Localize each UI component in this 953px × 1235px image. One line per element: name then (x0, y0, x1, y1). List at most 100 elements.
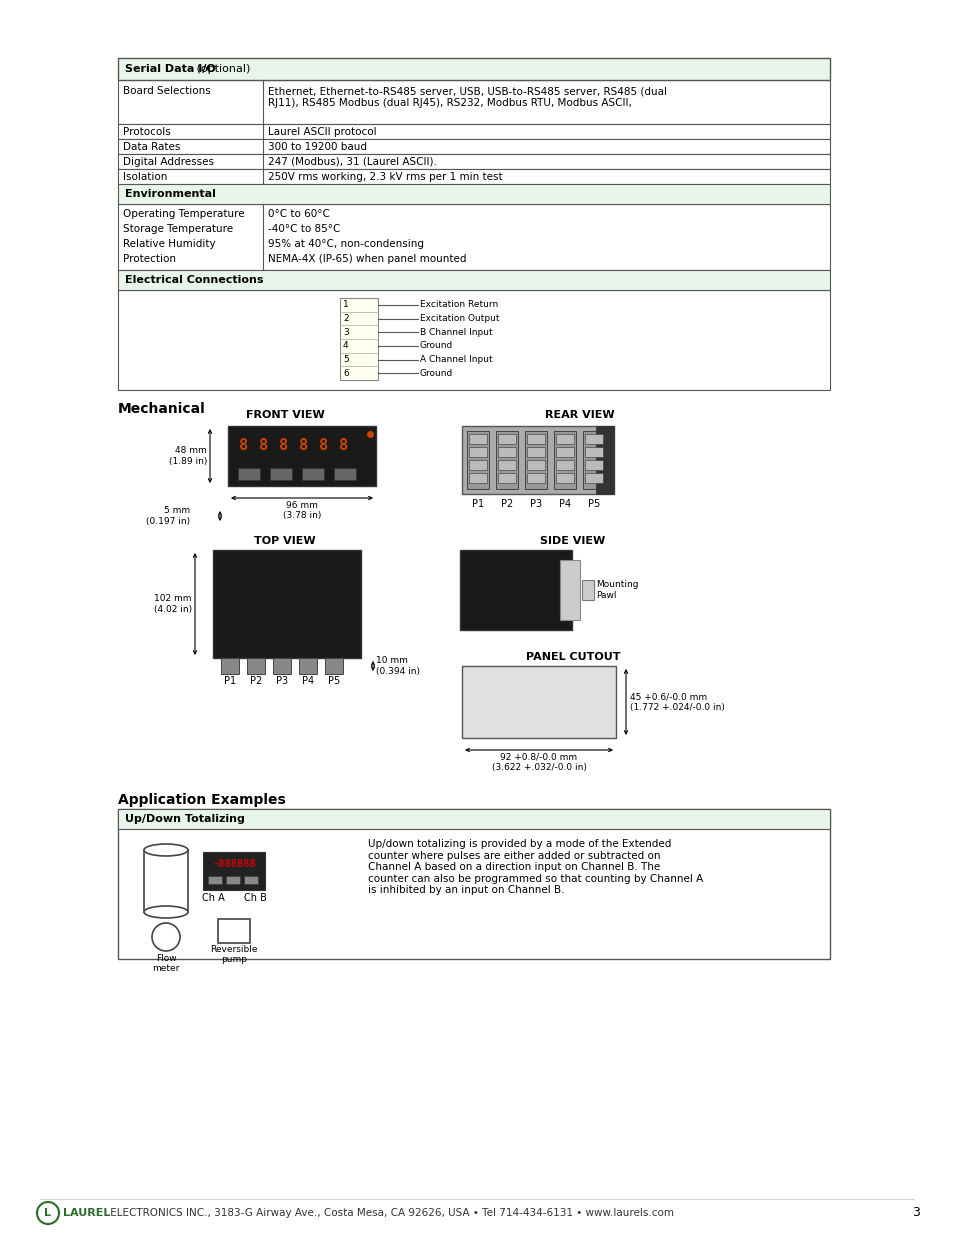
Text: ELECTRONICS INC., 3183-G Airway Ave., Costa Mesa, CA 92626, USA • Tel 714-434-61: ELECTRONICS INC., 3183-G Airway Ave., Co… (107, 1208, 673, 1218)
Text: 5 mm
(0.197 in): 5 mm (0.197 in) (146, 506, 190, 526)
Text: Storage Temperature: Storage Temperature (123, 224, 233, 233)
Text: P4: P4 (558, 499, 571, 509)
Bar (584, 473, 602, 483)
Bar (118, 204, 829, 270)
Bar (469, 473, 486, 483)
Bar (469, 447, 486, 457)
Bar (584, 433, 602, 445)
Bar (339, 298, 377, 380)
Bar (582, 431, 604, 489)
Bar (467, 431, 489, 489)
Text: 0°C to 60°C: 0°C to 60°C (268, 209, 330, 219)
Text: 8: 8 (259, 438, 269, 453)
Bar (118, 184, 829, 204)
Text: P2: P2 (500, 499, 513, 509)
Text: P2: P2 (250, 676, 262, 685)
Bar (554, 431, 576, 489)
Text: Digital Addresses: Digital Addresses (123, 157, 213, 167)
Text: 1: 1 (343, 300, 349, 309)
Text: RJ11), RS485 Modbus (dual RJ45), RS232, Modbus RTU, Modbus ASCII,: RJ11), RS485 Modbus (dual RJ45), RS232, … (268, 98, 631, 107)
Bar (273, 658, 291, 674)
Text: Isolation: Isolation (123, 172, 167, 182)
Text: B Channel Input: B Channel Input (419, 327, 492, 337)
Bar (469, 433, 486, 445)
Text: 3: 3 (911, 1207, 919, 1219)
Bar (237, 468, 260, 480)
Text: SIDE VIEW: SIDE VIEW (539, 536, 605, 546)
Bar (118, 169, 829, 184)
Text: P3: P3 (529, 499, 541, 509)
Text: L: L (45, 1208, 51, 1218)
Text: Relative Humidity: Relative Humidity (123, 240, 215, 249)
Bar (497, 447, 516, 457)
Bar (497, 459, 516, 471)
Text: Excitation Output: Excitation Output (419, 314, 499, 324)
Bar (556, 459, 574, 471)
Bar (244, 876, 257, 884)
Bar (526, 473, 544, 483)
Text: -40°C to 85°C: -40°C to 85°C (268, 224, 340, 233)
Text: FRONT VIEW: FRONT VIEW (245, 410, 324, 420)
Text: Excitation Return: Excitation Return (419, 300, 497, 309)
Text: NEMA-4X (IP-65) when panel mounted: NEMA-4X (IP-65) when panel mounted (268, 254, 466, 264)
Text: Data Rates: Data Rates (123, 142, 180, 152)
Text: Ethernet, Ethernet-to-RS485 server, USB, USB-to-RS485 server, RS485 (dual: Ethernet, Ethernet-to-RS485 server, USB,… (268, 86, 666, 96)
Bar (461, 666, 616, 739)
Text: REAR VIEW: REAR VIEW (544, 410, 614, 420)
Text: 250V rms working, 2.3 kV rms per 1 min test: 250V rms working, 2.3 kV rms per 1 min t… (268, 172, 502, 182)
Text: Protection: Protection (123, 254, 175, 264)
Text: Ground: Ground (419, 341, 453, 351)
Bar (118, 809, 829, 960)
Bar (526, 459, 544, 471)
Bar (496, 431, 517, 489)
Text: 8: 8 (319, 438, 328, 453)
Text: 4: 4 (343, 341, 348, 351)
Circle shape (152, 923, 180, 951)
Text: P5: P5 (328, 676, 340, 685)
Text: Electrical Connections: Electrical Connections (125, 275, 263, 285)
Bar (497, 473, 516, 483)
Text: 8: 8 (339, 438, 348, 453)
Bar (596, 426, 614, 494)
Text: 96 mm
(3.78 in): 96 mm (3.78 in) (282, 501, 321, 520)
Bar (218, 919, 250, 944)
Text: -888888: -888888 (212, 860, 255, 869)
Bar (584, 447, 602, 457)
Text: 3: 3 (343, 327, 349, 337)
Bar (118, 809, 829, 829)
Text: (optional): (optional) (193, 64, 250, 74)
Text: 300 to 19200 baud: 300 to 19200 baud (268, 142, 367, 152)
Text: LAUREL: LAUREL (63, 1208, 111, 1218)
Text: PANEL CUTOUT: PANEL CUTOUT (525, 652, 619, 662)
Bar (524, 431, 546, 489)
Text: 92 +0.8/-0.0 mm
(3.622 +.032/-0.0 in): 92 +0.8/-0.0 mm (3.622 +.032/-0.0 in) (491, 753, 586, 772)
Bar (556, 447, 574, 457)
Text: Up/down totalizing is provided by a mode of the Extended
counter where pulses ar: Up/down totalizing is provided by a mode… (368, 839, 702, 895)
Bar (556, 473, 574, 483)
Bar (203, 852, 265, 890)
Text: Ch B: Ch B (243, 893, 266, 903)
Bar (228, 426, 375, 487)
Bar (270, 468, 292, 480)
Text: 102 mm
(4.02 in): 102 mm (4.02 in) (153, 594, 192, 614)
Bar (118, 154, 829, 169)
Text: 5: 5 (343, 354, 349, 364)
Text: Reversible
pump: Reversible pump (210, 945, 257, 965)
Text: 247 (Modbus), 31 (Laurel ASCII).: 247 (Modbus), 31 (Laurel ASCII). (268, 157, 436, 167)
Circle shape (37, 1202, 59, 1224)
Text: Ch A: Ch A (201, 893, 224, 903)
Text: P1: P1 (472, 499, 483, 509)
Bar (144, 850, 188, 911)
Bar (497, 433, 516, 445)
Ellipse shape (144, 844, 188, 856)
Text: Board Selections: Board Selections (123, 86, 211, 96)
Text: Flow
meter: Flow meter (152, 953, 179, 973)
Bar (118, 290, 829, 390)
Text: A Channel Input: A Channel Input (419, 354, 492, 364)
Ellipse shape (144, 906, 188, 918)
Bar (302, 468, 324, 480)
Bar (526, 447, 544, 457)
Bar (213, 550, 360, 658)
Bar (325, 658, 343, 674)
Text: 6: 6 (343, 369, 349, 378)
